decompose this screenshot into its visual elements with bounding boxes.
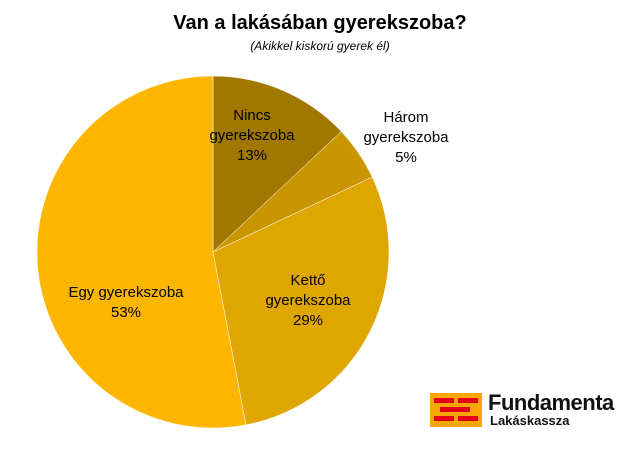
- fundamenta-logo: Fundamenta Lakáskassza: [430, 390, 630, 432]
- brick-logo-icon: [430, 393, 482, 427]
- slice-label-harom: Három gyerekszoba 5%: [363, 109, 449, 166]
- chart-subtitle: (Akikkel kiskorú gyerek él): [250, 39, 390, 53]
- slice-label-ketto: Kettő gyerekszoba 29%: [265, 272, 351, 329]
- slice-label-egy: Egy gyerekszoba 53%: [68, 284, 184, 321]
- logo-subtitle: Lakáskassza: [490, 413, 570, 428]
- logo-name: Fundamenta: [488, 390, 614, 415]
- slice-label-nincs: Nincs gyerekszoba 13%: [209, 107, 295, 164]
- chart-title: Van a lakásában gyerekszoba?: [173, 12, 467, 34]
- slice-egy: [36, 75, 247, 429]
- slice-nincs: [212, 75, 342, 253]
- slice-ketto: [212, 176, 390, 426]
